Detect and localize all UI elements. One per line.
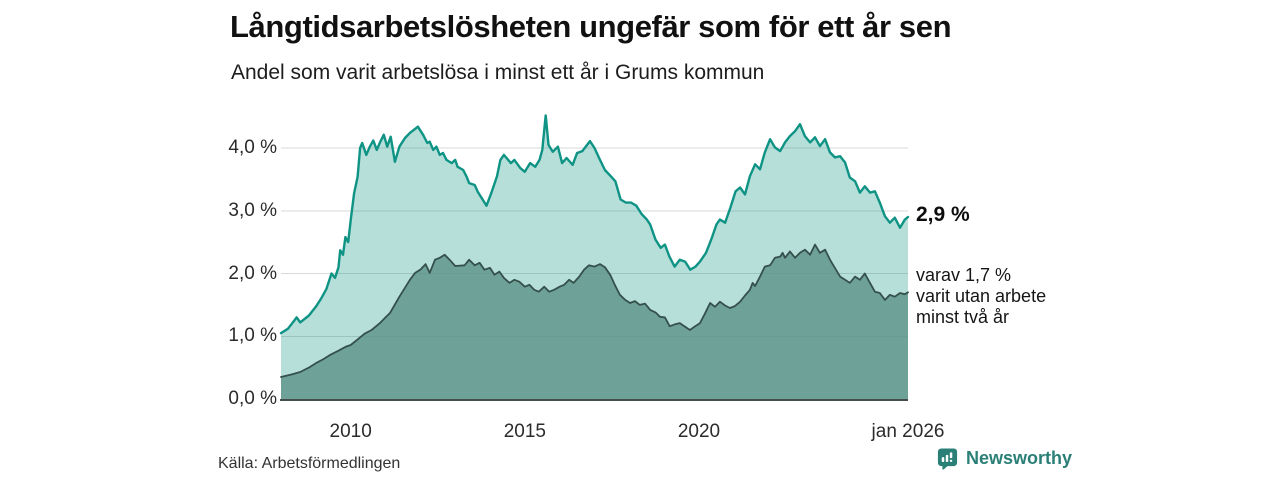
chart-subtitle: Andel som varit arbetslösa i minst ett å…: [231, 61, 765, 84]
y-tick-label: 4,0 %: [228, 137, 277, 158]
end-value-label-total: 2,9 %: [916, 203, 970, 226]
y-tick-label: 3,0 %: [228, 199, 277, 221]
brand-lockup: Newsworthy: [936, 447, 1072, 470]
line-unemployed-two-years: [280, 243, 909, 378]
area-unemployed-two-years: [281, 244, 908, 399]
y-tick-label: 0,0 %: [228, 388, 277, 409]
x-tick-label: jan 2026: [871, 421, 945, 442]
x-tick-label: 2020: [677, 421, 721, 442]
barchart-glyph: [941, 452, 953, 462]
chart-title: Långtidsarbetslösheten ungefär som för e…: [230, 9, 952, 44]
x-tick-label: 2015: [503, 421, 546, 442]
breakdown-line-1: varav 1,7 %: [916, 265, 1012, 285]
x-tick-label: 2010: [329, 421, 372, 442]
brand-name: Newsworthy: [966, 448, 1073, 468]
y-tick-label: 1,0 %: [228, 325, 277, 347]
breakdown-line-2: varit utan arbete: [916, 286, 1047, 306]
end-value-label-two-years: varav 1,7 % varit utan arbete minst två …: [916, 265, 1046, 328]
line-unemployed-one-year: [279, 114, 910, 335]
source-note: Källa: Arbetsförmedlingen: [218, 455, 401, 472]
breakdown-line-3: minst två år: [916, 307, 1010, 327]
newsworthy-logo-icon: [937, 448, 958, 470]
y-tick-label: 2,0 %: [228, 262, 277, 284]
